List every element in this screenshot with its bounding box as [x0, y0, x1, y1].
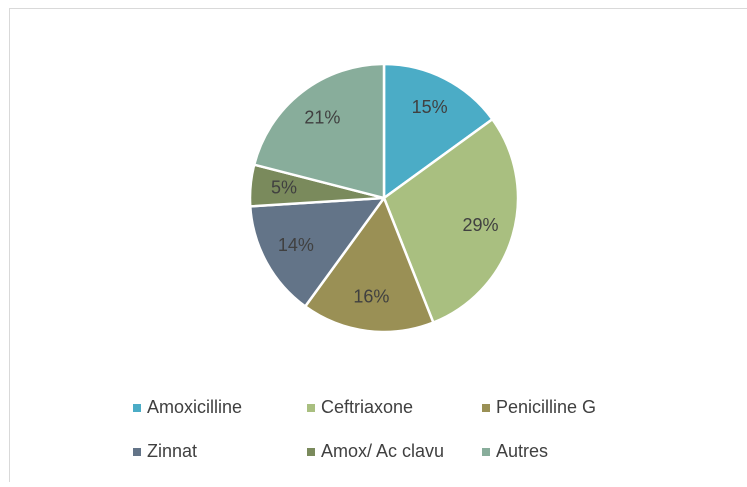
legend-marker — [133, 404, 141, 412]
data-label: 21% — [304, 107, 340, 127]
data-label: 16% — [353, 286, 389, 306]
data-label: 5% — [271, 177, 297, 197]
legend-marker — [307, 404, 315, 412]
legend-label: Zinnat — [147, 441, 197, 461]
legend-label: Penicilline G — [496, 397, 596, 417]
data-label: 14% — [278, 235, 314, 255]
legend-label: Ceftriaxone — [321, 397, 413, 417]
legend-marker — [307, 448, 315, 456]
legend-label: Amoxicilline — [147, 397, 242, 417]
legend-marker — [133, 448, 141, 456]
data-label: 15% — [412, 97, 448, 117]
legend-label: Amox/ Ac clavu — [321, 441, 444, 461]
data-label: 29% — [462, 215, 498, 235]
legend-label: Autres — [496, 441, 548, 461]
legend-marker — [482, 448, 490, 456]
legend-marker — [482, 404, 490, 412]
